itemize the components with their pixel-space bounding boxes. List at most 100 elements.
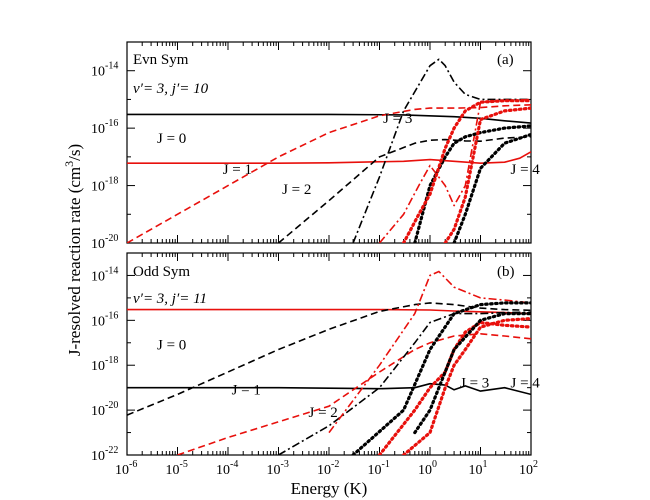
y-axis-label-exp: 3 [62,161,76,167]
y-tick-label-a-exp: -18 [105,176,118,187]
x-tick-label-base: 10 [469,463,483,478]
panel-b-xticklabels: 10-6 10-5 10-4 10-3 10-2 10-1 100 101 102 [115,459,538,478]
y-tick-label-b: 10-18 [91,355,118,374]
y-tick-label-b-base: 10 [91,404,105,419]
panel-b-ticks [126,252,532,456]
y-tick-label-a: 10-14 [91,61,118,80]
panel-b-state-label: v′= 3, j′= 11 [133,291,207,307]
series-line-a-0 [127,113,531,124]
y-tick-label-b: 10-22 [91,445,118,464]
y-tick-label-b-base: 10 [91,269,105,284]
annotation-a-0: J = 0 [157,131,186,147]
panel-a-state-label: v′= 3, j′= 10 [133,81,209,97]
series-line-a-9 [443,106,531,243]
y-tick-label-a-base: 10 [91,180,105,195]
series-line-a-7 [402,99,531,243]
annotation-b-1: J = 1 [232,382,261,398]
x-tick-label-base: 10 [166,463,180,478]
y-tick-label-b-exp: -14 [105,265,118,276]
y-tick-label-b: 10-20 [91,400,118,419]
annotation-b-3: J = 3 [460,376,489,392]
x-tick-label-base: 10 [267,463,281,478]
x-tick-label-exp: 1 [483,459,488,470]
panel-b-label: (b) [497,264,515,280]
series-line-a-8 [452,132,531,243]
y-tick-label-b-exp: -20 [105,400,118,411]
series-line-b-8 [413,312,531,435]
y-tick-label-b-base: 10 [91,314,105,329]
y-tick-label-a-exp: -16 [105,118,118,129]
panel-a-annotations: J = 0 J = 1 J = 2 J = 3 J = 4 [157,111,540,198]
y-axis-label-main: J-resolved reaction rate (cm [65,167,84,356]
x-tick-label: 102 [519,459,538,478]
series-line-b-6 [351,301,531,455]
series-line-b-5 [328,270,531,434]
series-line-b-4 [278,311,531,455]
y-tick-label-b: 10-14 [91,265,118,284]
series-line-a-4 [352,58,531,243]
panel-a-series [127,58,531,243]
series-line-a-2 [277,136,531,243]
x-tick-label: 10-4 [216,459,238,478]
x-tick-label-exp: -4 [230,459,238,470]
x-tick-label-exp: -3 [281,459,289,470]
y-axis-label: J-resolved reaction rate (cm3/s) [62,144,84,356]
series-line-a-6 [413,124,531,243]
panel-a-label: (a) [497,52,514,68]
y-tick-label-b-exp: -18 [105,355,118,366]
x-tick-label: 10-1 [368,459,390,478]
series-line-b-9 [402,317,531,455]
annotation-a-3: J = 3 [383,111,412,127]
y-tick-label-a-base: 10 [91,65,105,80]
y-axis-label-end: /s) [65,144,84,161]
x-tick-label-base: 10 [368,463,382,478]
y-tick-label-b-base: 10 [91,449,105,464]
panel-b-annotations: J = 0 J = 1 J = 2 J = 3 J = 4 [157,338,540,421]
x-tick-label: 10-2 [317,459,339,478]
series-line-a-3 [127,104,531,243]
panel-b-series [127,270,531,455]
y-tick-label-b: 10-16 [91,310,118,329]
x-tick-label-exp: 0 [432,459,437,470]
x-tick-label-exp: -5 [180,459,188,470]
x-tick-label-exp: 2 [533,459,538,470]
panel-b-frame [126,252,532,456]
y-tick-label-a-exp: -20 [105,233,118,244]
y-tick-label-a-base: 10 [91,237,105,252]
annotation-a-4: J = 4 [511,162,541,178]
panel-a-ticks [126,41,532,244]
x-tick-label-base: 10 [317,463,331,478]
x-tick-label-exp: -1 [382,459,390,470]
x-tick-label: 10-3 [267,459,289,478]
annotation-b-0: J = 0 [157,338,186,354]
y-tick-label-a: 10-18 [91,176,118,195]
annotation-b-4: J = 4 [511,376,541,392]
y-tick-label-a: 10-16 [91,118,118,137]
y-tick-label-b-exp: -22 [105,445,118,456]
x-axis-label: Energy (K) [291,479,368,498]
x-tick-label-base: 10 [418,463,432,478]
x-tick-label: 10-5 [166,459,188,478]
x-tick-label-exp: -2 [331,459,339,470]
x-tick-label: 101 [469,459,488,478]
annotation-a-1: J = 1 [223,162,252,178]
x-tick-label-base: 10 [115,463,129,478]
series-line-b-3 [177,332,531,455]
x-tick-label: 100 [418,459,437,478]
x-tick-label: 10-6 [115,459,137,478]
x-tick-label-base: 10 [519,463,533,478]
panel-a-frame [126,41,532,244]
y-tick-label-a-exp: -14 [105,61,118,72]
y-tick-label-b-exp: -16 [105,310,118,321]
x-tick-label-base: 10 [216,463,230,478]
panel-b-title: Odd Sym [133,264,190,280]
x-tick-label-exp: -6 [129,459,137,470]
y-tick-label-b-base: 10 [91,359,105,374]
annotation-a-2: J = 2 [282,182,311,198]
y-tick-label-a: 10-20 [91,233,118,252]
